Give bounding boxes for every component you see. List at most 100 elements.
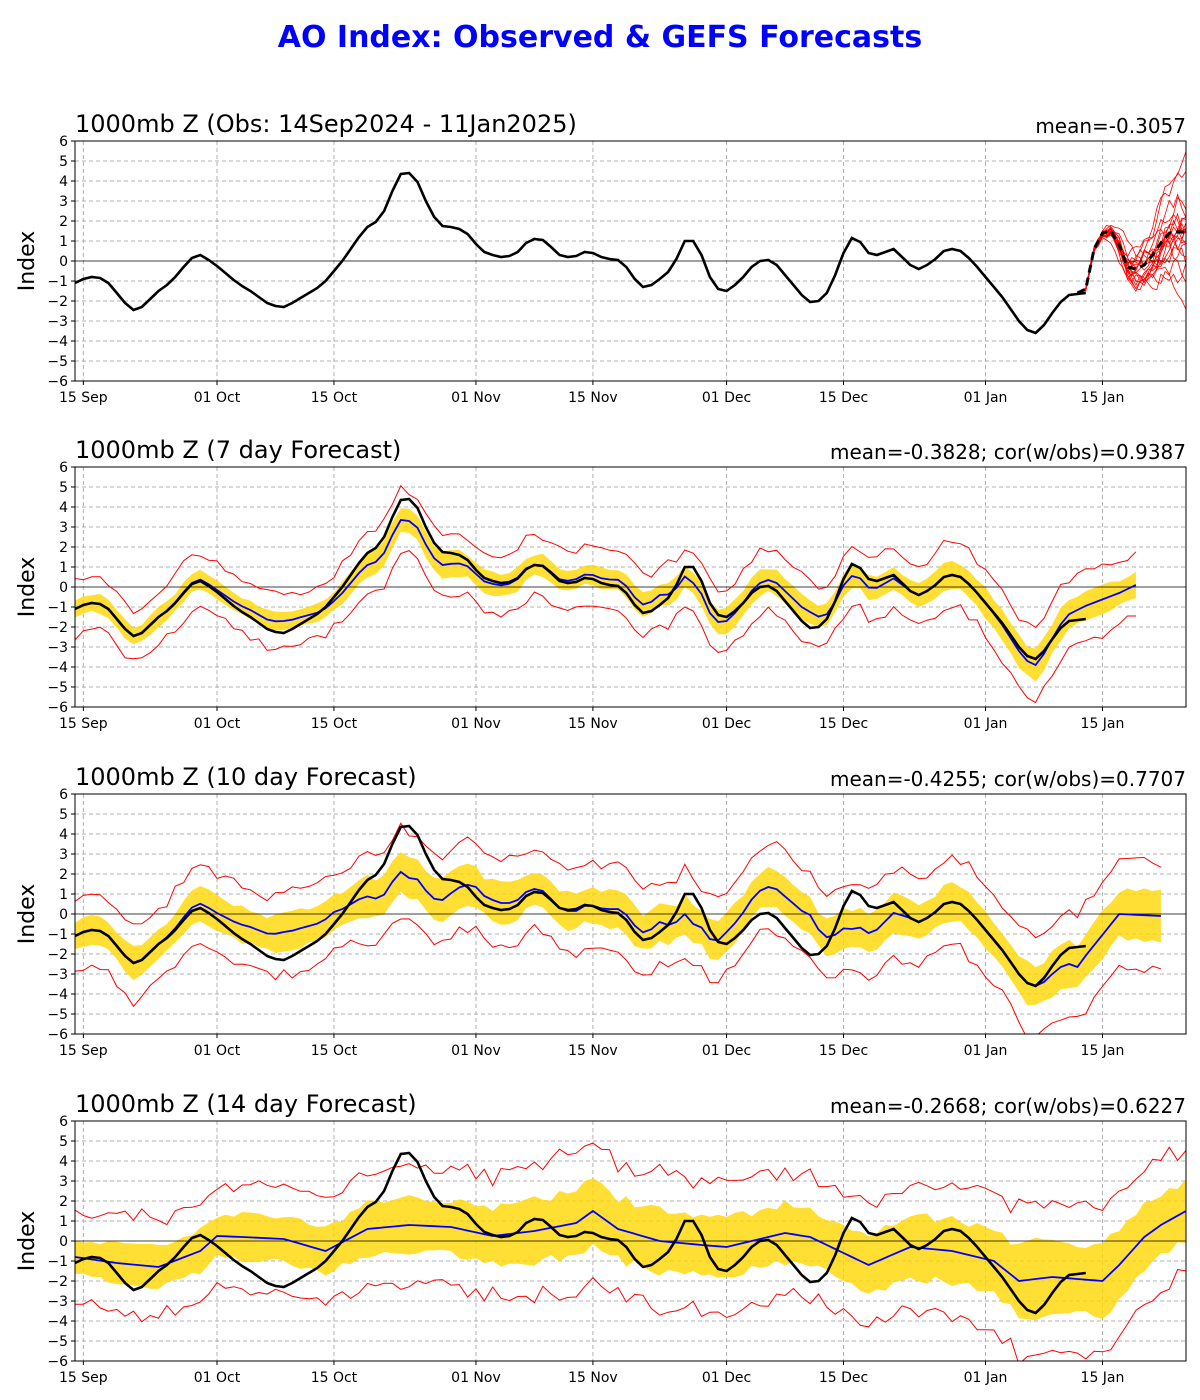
spread-band [75, 852, 1161, 1006]
y-tick-label: 3 [59, 1174, 68, 1190]
y-tick-label: −2 [47, 1274, 68, 1290]
y-tick-label: 5 [59, 480, 68, 496]
x-tick-label: 15 Jan [1081, 1370, 1125, 1386]
member-max-line [75, 484, 1137, 629]
x-tick-label: 15 Jan [1081, 716, 1125, 732]
y-tick-label: 3 [59, 194, 68, 210]
y-tick-label: −4 [47, 987, 68, 1003]
y-tick-label: −1 [47, 1254, 68, 1270]
member-max-line [75, 822, 1162, 939]
x-tick-label: 15 Sep [59, 390, 108, 406]
x-tick-label: 01 Jan [964, 1043, 1008, 1059]
x-tick-label: 01 Jan [964, 716, 1008, 732]
panel-stats: mean=-0.2668; cor(w/obs)=0.6227 [830, 1094, 1186, 1118]
y-tick-label: 2 [59, 1194, 68, 1210]
x-tick-label: 15 Dec [819, 716, 868, 732]
panel-stats: mean=-0.3057 [1035, 114, 1186, 138]
observed-line [75, 1151, 1086, 1315]
plot-area [75, 1142, 1186, 1361]
y-tick-label: −1 [47, 274, 68, 290]
y-tick-label: 1 [59, 887, 68, 903]
plot-area [75, 151, 1186, 335]
y-tick-label: −1 [47, 600, 68, 616]
panel-stats: mean=-0.4255; cor(w/obs)=0.7707 [830, 767, 1186, 791]
forecast-mean-line [1076, 229, 1186, 295]
x-tick-label: 01 Dec [702, 390, 751, 406]
x-tick-label: 01 Dec [702, 1370, 751, 1386]
x-tick-label: 01 Oct [194, 1370, 241, 1386]
x-tick-label: 01 Jan [964, 1370, 1008, 1386]
y-tick-label: 1 [59, 560, 68, 576]
y-tick-label: 4 [59, 1154, 68, 1170]
y-tick-label: 3 [59, 847, 68, 863]
y-tick-label: −3 [47, 967, 68, 983]
x-tick-label: 01 Dec [702, 1043, 751, 1059]
x-tick-label: 15 Jan [1081, 1043, 1125, 1059]
member-min-line [75, 550, 1136, 704]
figure-title: AO Index: Observed & GEFS Forecasts [277, 20, 923, 55]
x-tick-label: 15 Nov [568, 1370, 618, 1386]
y-tick-label: −3 [47, 1294, 68, 1310]
y-tick-label: 6 [59, 460, 68, 476]
x-tick-label: 01 Nov [451, 1043, 501, 1059]
member-max-line [75, 1142, 1186, 1226]
x-tick-label: 01 Oct [194, 716, 241, 732]
x-tick-label: 15 Nov [568, 1043, 618, 1059]
x-tick-label: 15 Dec [819, 1043, 868, 1059]
member-min-line [75, 1269, 1186, 1361]
y-tick-label: 2 [59, 540, 68, 556]
x-tick-label: 15 Sep [59, 1370, 108, 1386]
y-tick-label: −5 [47, 1007, 68, 1023]
y-tick-label: 4 [59, 827, 68, 843]
x-tick-label: 01 Jan [964, 390, 1008, 406]
panel-title: 1000mb Z (10 day Forecast) [75, 763, 417, 791]
y-tick-label: −4 [47, 1314, 68, 1330]
observed-line [75, 497, 1086, 661]
x-tick-label: 01 Oct [194, 1043, 241, 1059]
axes-frame [74, 466, 1187, 708]
y-tick-label: −3 [47, 314, 68, 330]
x-tick-label: 15 Oct [311, 1043, 358, 1059]
y-tick-label: 1 [59, 234, 68, 250]
spread-band [75, 508, 1136, 682]
axes-frame [74, 1120, 1187, 1362]
x-tick-label: 15 Dec [819, 390, 868, 406]
panel-4: 1000mb Z (14 day Forecast) mean=-0.2668; … [15, 1090, 1187, 1386]
panel-2: 1000mb Z (7 day Forecast) mean=-0.3828; c… [15, 436, 1187, 732]
x-tick-label: 01 Oct [194, 390, 241, 406]
y-axis-label: Index [15, 884, 40, 945]
spread-band [75, 1178, 1186, 1321]
y-tick-label: 6 [59, 134, 68, 150]
y-tick-label: −2 [47, 620, 68, 636]
ensemble-member-line [1077, 228, 1186, 294]
panel-title: 1000mb Z (14 day Forecast) [75, 1090, 417, 1118]
y-tick-label: −3 [47, 640, 68, 656]
plot-area [75, 484, 1186, 704]
y-tick-label: 1 [59, 1214, 68, 1230]
y-tick-label: 6 [59, 1114, 68, 1130]
x-tick-label: 15 Oct [311, 1370, 358, 1386]
x-tick-label: 15 Oct [311, 390, 358, 406]
y-tick-label: −2 [47, 294, 68, 310]
y-tick-label: 0 [59, 254, 68, 270]
x-tick-label: 15 Sep [59, 716, 108, 732]
panel-stats: mean=-0.3828; cor(w/obs)=0.9387 [830, 440, 1186, 464]
x-tick-label: 15 Nov [568, 390, 618, 406]
y-tick-label: 2 [59, 214, 68, 230]
panel-1: 1000mb Z (Obs: 14Sep2024 - 11Jan2025) mea… [15, 110, 1187, 406]
y-tick-label: −6 [47, 1027, 68, 1043]
x-tick-label: 15 Dec [819, 1370, 868, 1386]
y-tick-label: −4 [47, 660, 68, 676]
axes-frame [74, 140, 1187, 382]
y-tick-label: 5 [59, 154, 68, 170]
x-tick-label: 01 Nov [451, 390, 501, 406]
x-tick-label: 15 Sep [59, 1043, 108, 1059]
x-tick-label: 15 Jan [1081, 390, 1125, 406]
y-tick-label: −6 [47, 1354, 68, 1370]
panel-title: 1000mb Z (7 day Forecast) [75, 436, 401, 464]
x-tick-label: 01 Nov [451, 716, 501, 732]
observed-line [75, 171, 1086, 335]
y-tick-label: 4 [59, 500, 68, 516]
observed-line [75, 824, 1086, 988]
